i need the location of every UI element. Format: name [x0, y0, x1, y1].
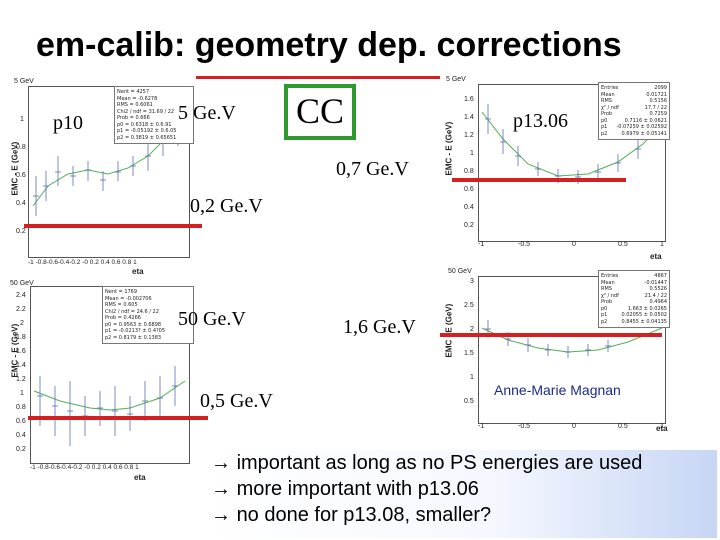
y-tick: 0.6 [16, 418, 26, 425]
label-0-7gev: 0,7 Ge.V [336, 158, 409, 180]
x-tick: -0.5 [518, 423, 531, 430]
y-tick: 1.6 [464, 96, 474, 103]
arrow-icon: → [211, 504, 231, 526]
label-p13-06: p13.06 [510, 110, 571, 133]
y-tick: 1 [20, 116, 24, 123]
y-tick: 1 [470, 150, 474, 157]
y-axis-label: EMC - E (GeV) [10, 141, 20, 196]
plot-curve [481, 320, 663, 358]
y-tick: 2.5 [464, 302, 474, 309]
label-0-2gev: 0,2 Ge.V [190, 195, 263, 217]
x-tick: 0.5 [618, 423, 628, 430]
y-tick: 0.4 [464, 204, 474, 211]
bullet-box: → important as long as no PS energies ar… [207, 450, 717, 538]
stats-box: Nent = 1769 Mean = -0.002706 RMS = 0.605… [102, 286, 194, 344]
plot-header: 5 GeV [14, 78, 34, 85]
x-tick: -1 [478, 241, 485, 248]
cc-badge: CC [284, 84, 356, 140]
red-line-top [196, 76, 440, 79]
plot-header: 5 GeV [446, 76, 466, 83]
y-tick: 0.8 [16, 144, 26, 151]
plot-bottom-right: 50 GeV EMC - E (GeV) 3 2.5 2 1.5 1 0.5 -… [440, 268, 670, 436]
label-p10: p10 [50, 112, 86, 135]
plot-curve [481, 104, 663, 184]
y-tick: 2.4 [16, 292, 26, 299]
plot-frame [478, 276, 666, 424]
y-tick: 2 [470, 326, 474, 333]
x-axis-label: eta [656, 424, 668, 433]
x-axis-label: eta [134, 473, 146, 482]
x-tick: 0 [572, 241, 576, 248]
y-tick: 0.2 [16, 446, 26, 453]
stats-box: Entries 4867 Mean -0.01447 RMS 0.5526 χ² / … [598, 270, 670, 328]
y-tick: 1.4 [464, 114, 474, 121]
red-line-tl [24, 224, 202, 228]
y-tick: 0.2 [464, 222, 474, 229]
plot-bottom-left: 50 GeV EMC - E (GeV) 2.4 2.2 2 1.8 1.6 1… [6, 278, 196, 486]
plot-header: 50 GeV [10, 280, 34, 287]
bullet-item: → more important with p13.06 [211, 478, 479, 500]
x-tick: 1 [660, 241, 664, 248]
y-tick: 0.8 [464, 168, 474, 175]
y-tick: 1.2 [16, 376, 26, 383]
x-tick: 0.5 [618, 241, 628, 248]
y-tick: 0.5 [464, 398, 474, 405]
y-tick: 2.2 [16, 306, 26, 313]
y-axis-label: EMC - E (GeV) [444, 303, 454, 358]
x-ticks: -1 -0.8-0.6-0.4-0.2 -0 0.2 0.4 0.6 0.8 1 [28, 259, 137, 266]
label-5gev: 5 Ge.V [178, 102, 236, 124]
y-tick: 0.2 [16, 228, 26, 235]
stats-box: Nent = 4257 Mean = -0.6278 RMS = 0.6061 … [114, 86, 194, 144]
x-ticks: -1 -0.8-0.6-0.4-0.2 -0 0.2 0.4 0.6 0.8 1 [30, 464, 139, 471]
author-label: Anne-Marie Magnan [494, 382, 621, 398]
plot-header: 50 GeV [448, 268, 472, 275]
label-0-5gev: 0,5 Ge.V [200, 390, 273, 412]
plot-top-right: 5 GeV EMC - E (GeV) 1.6 1.4 1.2 1 0.8 0.… [440, 76, 670, 266]
x-tick: 0 [572, 423, 576, 430]
red-line-bl [28, 416, 208, 420]
label-50gev: 50 Ge.V [178, 308, 246, 330]
y-tick: 1.2 [464, 132, 474, 139]
x-tick: -0.5 [518, 241, 531, 248]
y-tick: 0.6 [464, 186, 474, 193]
page-title: em-calib: geometry dep. corrections [36, 26, 622, 64]
y-tick: 2 [20, 320, 24, 327]
y-tick: 0.8 [16, 404, 26, 411]
cc-label: CC [288, 88, 352, 136]
stats-box: Entries 2099 Mean 0.01721 RMS 0.5156 χ² / n… [598, 82, 670, 140]
y-axis-label: EMC - E (GeV) [444, 121, 454, 176]
x-tick: 1 [660, 423, 664, 430]
x-axis-label: eta [650, 252, 662, 261]
y-tick: 3 [470, 278, 474, 285]
y-tick: 1.5 [464, 350, 474, 357]
arrow-icon: → [211, 478, 231, 500]
x-axis-label: eta [132, 267, 144, 276]
y-tick: 1 [20, 390, 24, 397]
y-tick: 0.4 [16, 432, 26, 439]
y-tick: 1.8 [16, 334, 26, 341]
label-1-6gev: 1,6 Ge.V [343, 316, 416, 338]
bullet-item: → no done for p13.08, smaller? [211, 504, 492, 526]
x-tick: -1 [478, 423, 485, 430]
bullet-item: → important as long as no PS energies ar… [211, 452, 643, 474]
y-tick: 1 [470, 374, 474, 381]
y-tick: 1.4 [16, 362, 26, 369]
y-tick: 1.6 [16, 348, 26, 355]
red-line-tr-1 [452, 178, 626, 182]
plot-top-left: 5 GeV EMC - E (GeV) 1 0.8 0.6 0.4 0.2 -1… [6, 76, 196, 276]
y-tick: 0.4 [16, 200, 26, 207]
y-tick: 0.6 [16, 172, 26, 179]
red-line-br [440, 333, 662, 337]
arrow-icon: → [211, 452, 231, 474]
